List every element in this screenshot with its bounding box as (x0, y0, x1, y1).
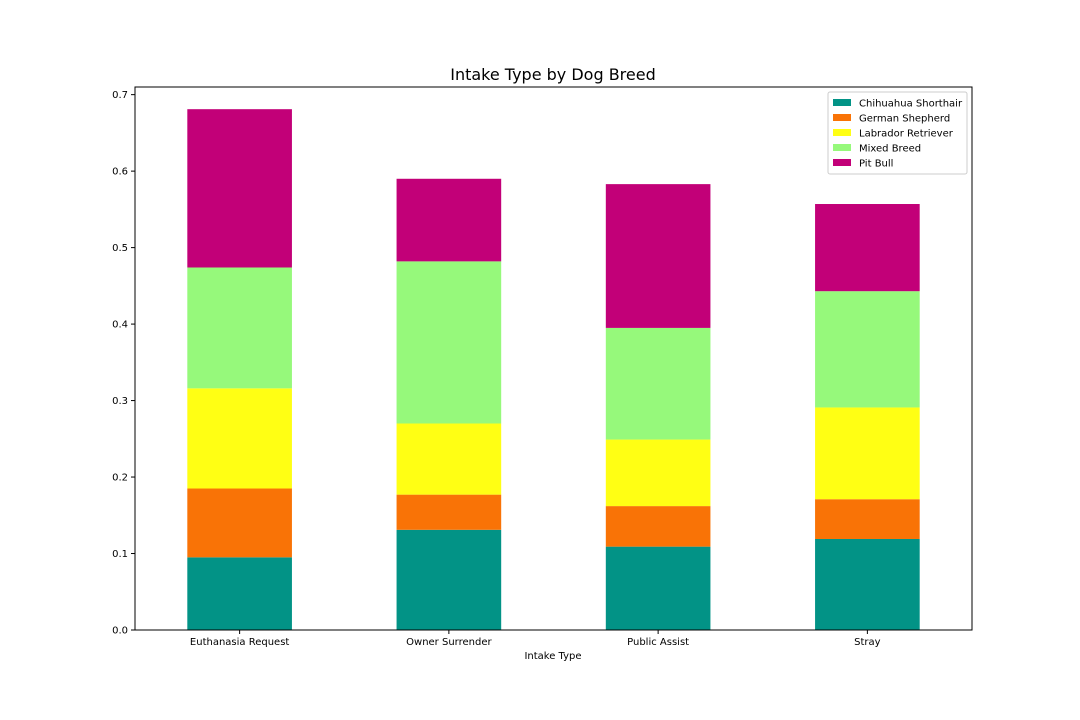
legend-label: Labrador Retriever (859, 129, 954, 140)
legend-box (827, 91, 968, 175)
bar-3-series-4 (815, 204, 920, 292)
legend-label: Chihuahua Shorthair (859, 99, 963, 110)
bar-1-series-0 (396, 529, 502, 630)
x-tick-label: Public Assist (627, 637, 689, 648)
y-tick-label: 0.2 (112, 473, 128, 484)
y-tick-label: 0.0 (112, 626, 128, 637)
legend-label: German Shepherd (859, 114, 950, 125)
bar-1-series-4 (396, 178, 502, 262)
bar-0-series-2 (187, 388, 292, 489)
legend-swatch (833, 99, 851, 106)
x-axis-label: Intake Type (524, 651, 581, 662)
chart-title: Intake Type by Dog Breed (450, 65, 656, 84)
legend-swatch (833, 114, 851, 121)
x-tick-label: Stray (854, 637, 881, 648)
bars-layer (187, 109, 920, 630)
bar-2-series-3 (605, 327, 711, 440)
y-tick-label: 0.6 (112, 167, 128, 178)
y-tick-label: 0.4 (112, 320, 128, 331)
bar-3-series-1 (815, 499, 920, 539)
x-axis: Euthanasia Request Owner Surrender Public … (190, 630, 881, 648)
legend-swatch (833, 159, 851, 166)
y-axis: 0.0 0.1 0.2 0.3 0.4 0.5 0.6 0.7 (112, 90, 135, 637)
bar-0-series-0 (187, 557, 292, 630)
legend-label: Mixed Breed (859, 144, 921, 155)
plot-frame (134, 86, 973, 631)
legend-label: Pit Bull (859, 159, 893, 170)
legend: Chihuahua Shorthair German Shepherd Labrad… (827, 91, 968, 175)
y-tick-label: 0.1 (112, 549, 128, 560)
bar-1-series-1 (396, 494, 502, 530)
legend-swatch (833, 129, 851, 136)
bar-3-series-2 (815, 407, 920, 500)
bar-3-series-0 (815, 538, 920, 630)
y-tick-label: 0.3 (112, 396, 128, 407)
bar-0-series-3 (187, 267, 292, 389)
bar-1-series-3 (396, 261, 502, 424)
legend-swatch (833, 144, 851, 151)
x-tick-label: Owner Surrender (406, 637, 492, 648)
x-tick-label: Euthanasia Request (190, 637, 290, 648)
bar-2-series-1 (605, 506, 711, 547)
bar-1-series-2 (396, 423, 502, 495)
bar-2-series-0 (605, 546, 711, 630)
bar-3-series-3 (815, 291, 920, 408)
bar-0-series-1 (187, 488, 292, 558)
y-tick-label: 0.5 (112, 243, 128, 254)
bar-2-series-2 (605, 439, 711, 507)
bar-0-series-4 (187, 109, 292, 268)
bar-2-series-4 (605, 184, 711, 328)
y-tick-label: 0.7 (112, 90, 128, 101)
